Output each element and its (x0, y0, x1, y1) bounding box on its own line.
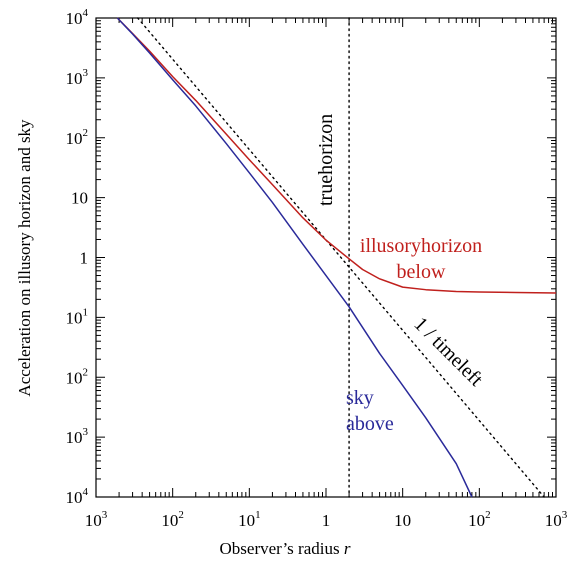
y-tick-label: 1 (80, 249, 89, 268)
y-tick-label: 10 (71, 189, 88, 208)
y-tick-labels: 104 103 102 101 1 10 102 103 104 (66, 7, 89, 507)
y-axis-title: Acceleration on illusory horizon and sky (15, 119, 34, 397)
sky-curve (116, 17, 473, 498)
annotation-true-horizon: truehorizon (315, 114, 337, 206)
y-tick-label: 103 (66, 426, 89, 447)
timeleft-line (137, 17, 545, 498)
illusory-horizon-curve (116, 17, 557, 294)
x-axis-title: Observer’s radius r (220, 539, 351, 558)
x-tick-label: 102 (161, 509, 184, 530)
x-tick-label: 1 (322, 511, 331, 530)
x-tick-label: 10 (394, 511, 411, 530)
x-tick-label: 103 (545, 509, 568, 530)
x-tick-label: 103 (85, 509, 108, 530)
plot-frame (95, 17, 557, 498)
annotation-above: above (346, 413, 394, 435)
x-tick-label: 102 (468, 509, 491, 530)
y-tick-label: 104 (66, 486, 89, 507)
y-tick-label: 103 (66, 67, 89, 88)
y-tick-label: 104 (66, 7, 89, 28)
y-tick-label: 102 (66, 366, 89, 387)
series-lines (116, 17, 557, 498)
annotation-below: below (397, 261, 446, 283)
annotation-illusory-horizon: illusoryhorizon (360, 235, 482, 257)
y-tick-label: 102 (66, 127, 89, 148)
axis-ticks (95, 17, 557, 498)
x-tick-labels: 103 102 101 1 10 102 103 (85, 509, 568, 530)
annotation-one-over-timeleft: 1 / timeleft (409, 313, 487, 391)
reference-lines (137, 17, 545, 498)
y-tick-label: 101 (66, 306, 89, 327)
annotation-sky: sky (346, 387, 374, 409)
x-tick-label: 101 (238, 509, 260, 530)
